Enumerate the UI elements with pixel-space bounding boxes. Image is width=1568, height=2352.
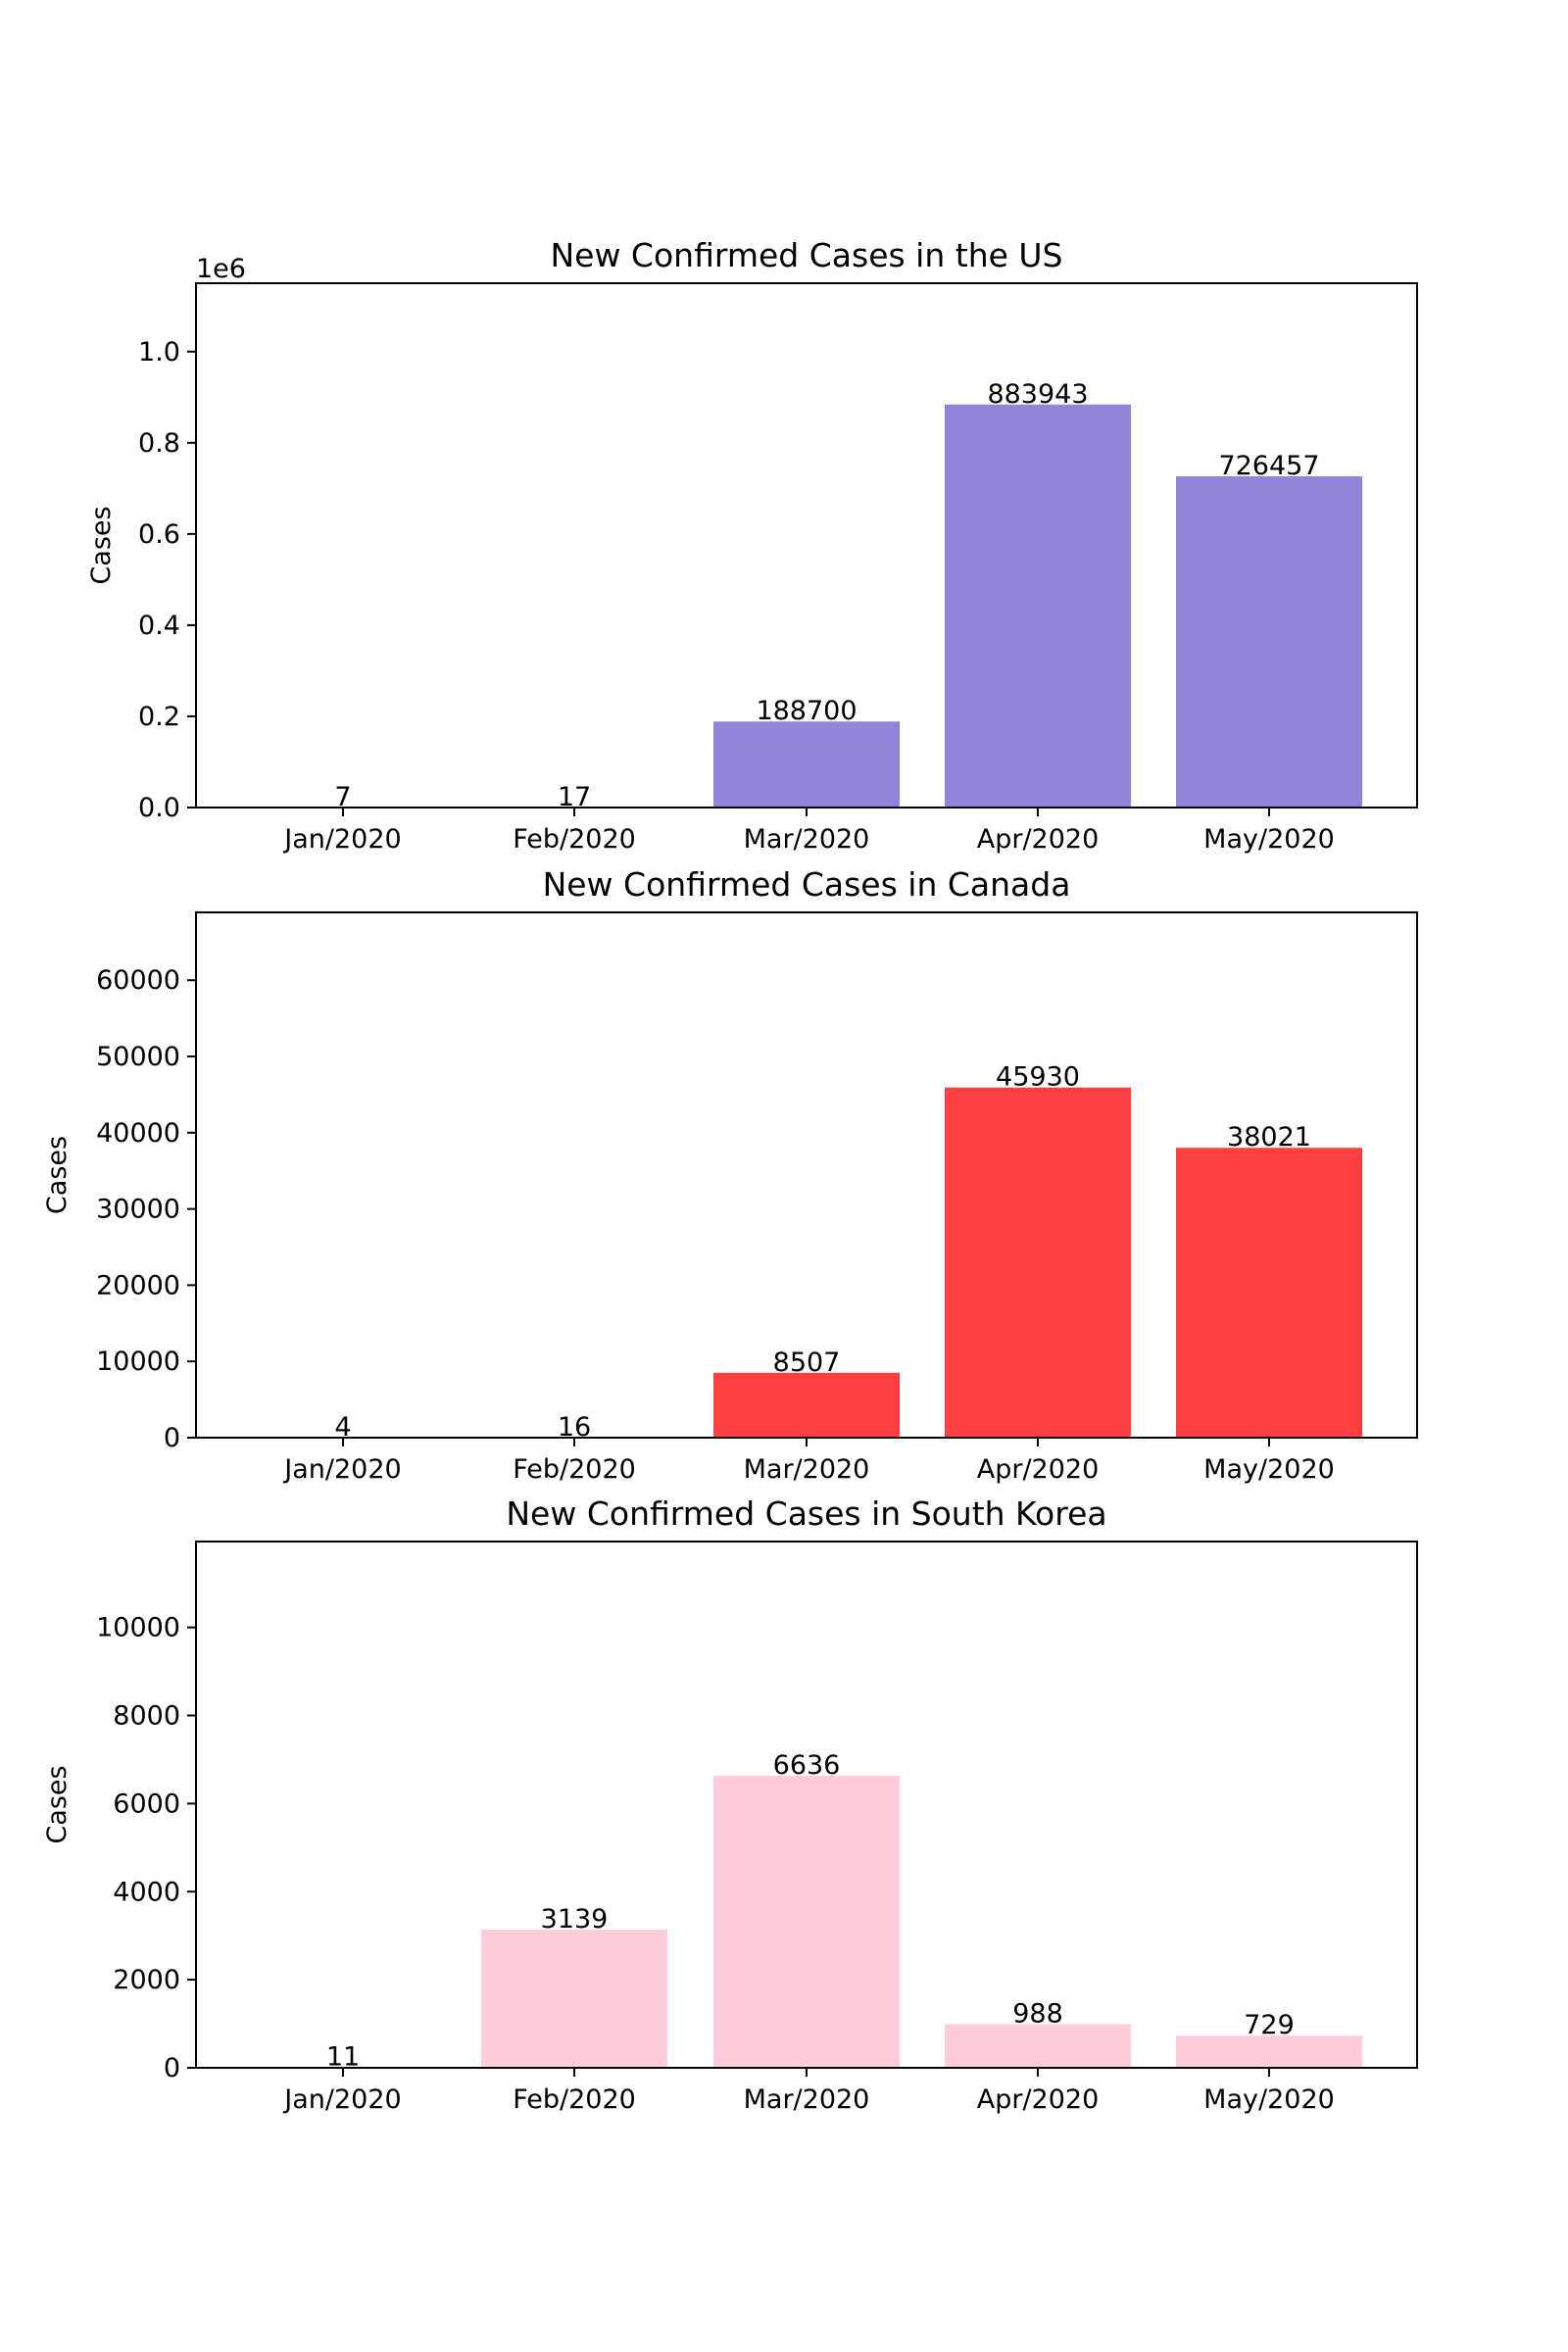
x-tick-label: Feb/2020 [513,1454,636,1485]
y-tick-label: 20000 [96,1270,180,1300]
y-tick-label: 0.0 [138,793,180,823]
y-tick-label: 0.6 [138,519,180,550]
y-tick-label: 0.8 [138,428,180,459]
x-tick-label: Jan/2020 [282,824,401,855]
bar-may-2020 [1176,1148,1362,1438]
x-tick-label: Mar/2020 [744,824,870,855]
chart-panel-3: 11 3139 6636 988 729 Jan/2020 Feb/2020 Mar/2020… [42,1494,1418,2115]
data-label: 8507 [773,1348,841,1378]
data-label: 726457 [1218,451,1319,481]
y-tick-label: 10000 [96,1347,180,1377]
x-tick-label: Apr/2020 [977,1454,1100,1485]
data-label: 6636 [773,1750,841,1781]
data-label: 38021 [1227,1122,1311,1152]
bar-apr-2020 [945,2024,1131,2068]
y-axis-label: Cases [42,1765,73,1843]
data-label: 45930 [996,1062,1080,1093]
data-label: 3139 [541,1904,609,1935]
y-tick-label: 4000 [113,1877,180,1907]
bar-apr-2020 [945,404,1131,808]
y-offset-label: 1e6 [196,254,246,284]
y-tick-label: 0.2 [138,702,180,732]
data-label: 988 [1012,1999,1063,2030]
y-tick-label: 8000 [113,1701,180,1732]
data-label: 883943 [987,379,1088,410]
chart-panel-2: 4 16 8507 45930 38021 Jan/2020 Feb/2020 Mar/202… [42,865,1418,1485]
chart-title: New Confirmed Cases in Canada [543,865,1071,904]
y-tick-label: 0 [164,2053,180,2083]
x-tick-label: Apr/2020 [977,2084,1100,2115]
x-tick-label: Jan/2020 [282,2084,401,2115]
x-tick-label: Feb/2020 [513,2084,636,2115]
x-tick-label: May/2020 [1203,2084,1335,2115]
y-axis-label: Cases [86,506,117,584]
y-tick-label: 0.4 [138,611,180,641]
x-tick-label: Apr/2020 [977,824,1100,855]
chart-title: New Confirmed Cases in the US [550,236,1062,274]
y-axis-label: Cases [42,1136,73,1214]
bar-feb-2020 [481,1929,667,2068]
bar-may-2020 [1176,2035,1362,2068]
x-tick-label: May/2020 [1203,1454,1335,1485]
y-tick-label: 30000 [96,1195,180,1225]
y-tick-label: 1.0 [138,337,180,368]
data-label: 4 [334,1412,351,1443]
x-tick-label: Mar/2020 [744,1454,870,1485]
y-tick-label: 40000 [96,1118,180,1149]
bar-mar-2020 [713,1775,900,2068]
x-tick-label: May/2020 [1203,824,1335,855]
y-tick-label: 0 [164,1423,180,1453]
bar-mar-2020 [713,1372,900,1438]
chart-panel-1: 7 17 188700 883943 726457 Jan/2020 Feb/2020 Mar… [86,236,1418,855]
bar-apr-2020 [945,1087,1131,1438]
x-tick-label: Mar/2020 [744,2084,870,2115]
x-tick-label: Jan/2020 [282,1454,401,1485]
y-tick-label: 2000 [113,1965,180,1995]
data-label: 188700 [756,696,857,726]
y-tick-label: 60000 [96,965,180,996]
data-label: 17 [558,782,591,812]
bar-mar-2020 [713,721,900,808]
y-tick-label: 10000 [96,1613,180,1643]
data-label: 11 [326,2042,360,2073]
x-tick-label: Feb/2020 [513,824,636,855]
chart-title: New Confirmed Cases in South Korea [506,1494,1106,1533]
bar-may-2020 [1176,476,1362,808]
data-label: 729 [1244,2010,1295,2040]
y-tick-label: 6000 [113,1788,180,1819]
data-label: 7 [334,782,351,812]
y-tick-label: 50000 [96,1042,180,1072]
data-label: 16 [558,1412,591,1443]
